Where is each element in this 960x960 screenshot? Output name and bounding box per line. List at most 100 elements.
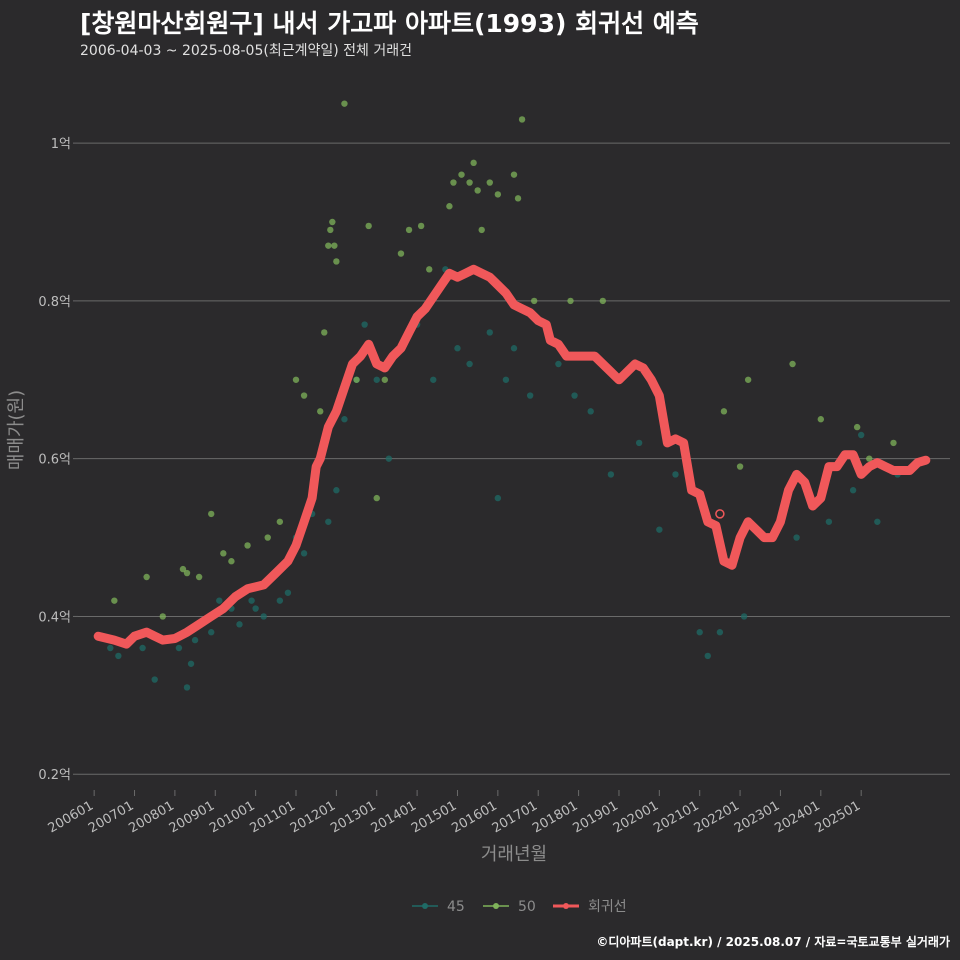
data-point bbox=[426, 266, 433, 273]
x-axis: 2006012007012008012009012010012011012012… bbox=[46, 790, 863, 836]
data-point bbox=[446, 203, 453, 210]
data-point bbox=[704, 652, 711, 660]
x-tick-label: 202501 bbox=[813, 798, 863, 836]
data-point bbox=[736, 463, 744, 470]
data-point bbox=[276, 518, 284, 525]
data-point bbox=[470, 159, 477, 167]
data-point bbox=[599, 297, 607, 305]
data-point bbox=[510, 345, 518, 352]
regression-line bbox=[93, 264, 931, 649]
data-point bbox=[526, 392, 534, 399]
series-50-points bbox=[111, 100, 897, 620]
data-point bbox=[587, 408, 594, 415]
data-point bbox=[321, 329, 328, 336]
data-point bbox=[720, 408, 728, 415]
data-point bbox=[264, 534, 271, 541]
y-tick-label: 1억 bbox=[51, 137, 71, 152]
data-point bbox=[874, 518, 881, 525]
data-point bbox=[466, 360, 473, 368]
data-point bbox=[260, 613, 267, 620]
data-point bbox=[853, 423, 861, 431]
legend-key-dot bbox=[563, 903, 569, 909]
data-point bbox=[183, 569, 191, 577]
data-point bbox=[151, 676, 158, 683]
legend-label: 회귀선 bbox=[588, 899, 627, 915]
data-point bbox=[672, 471, 679, 478]
data-point bbox=[276, 597, 284, 604]
data-point bbox=[252, 605, 259, 612]
chart-subtitle: 2006-04-03 ~ 2025-08-05(최근계약일) 전체 거래건 bbox=[80, 43, 412, 59]
data-point bbox=[458, 171, 465, 178]
regression-path bbox=[93, 264, 931, 649]
data-point bbox=[115, 652, 122, 660]
data-point bbox=[474, 187, 481, 194]
y-tick-label: 0.8억 bbox=[38, 295, 71, 310]
y-tick-label: 0.4억 bbox=[38, 610, 71, 625]
x-tick-label: 201201 bbox=[288, 798, 338, 836]
data-point bbox=[111, 597, 118, 604]
data-point bbox=[405, 226, 413, 234]
x-tick-label: 200601 bbox=[46, 798, 96, 836]
data-point bbox=[381, 376, 389, 383]
x-tick-label: 201701 bbox=[490, 798, 540, 836]
data-point bbox=[502, 376, 510, 383]
data-point bbox=[890, 439, 897, 447]
data-point bbox=[139, 644, 146, 652]
y-tick-label: 0.2억 bbox=[38, 768, 71, 783]
legend-key-dot bbox=[422, 903, 428, 909]
data-point bbox=[333, 258, 340, 265]
data-point bbox=[510, 171, 518, 178]
data-point bbox=[514, 195, 522, 202]
data-point bbox=[373, 494, 380, 502]
legend-label: 45 bbox=[447, 899, 465, 915]
x-tick-label: 200701 bbox=[86, 798, 136, 836]
data-point bbox=[530, 297, 538, 305]
data-point bbox=[292, 376, 300, 383]
grid-lines bbox=[78, 142, 950, 775]
data-point bbox=[187, 660, 195, 667]
data-point bbox=[175, 644, 183, 652]
data-point bbox=[635, 439, 643, 447]
source-caption: ©디아파트(dapt.kr) / 2025.08.07 / 자료=국토교통부 실… bbox=[596, 935, 950, 949]
data-point bbox=[325, 242, 332, 249]
data-point bbox=[317, 408, 324, 415]
data-point bbox=[107, 644, 114, 652]
data-point bbox=[284, 589, 292, 596]
data-point bbox=[300, 392, 308, 399]
data-point bbox=[744, 376, 752, 383]
x-tick-label: 201401 bbox=[369, 798, 419, 836]
data-point bbox=[696, 629, 703, 636]
data-point bbox=[373, 376, 380, 383]
x-tick-label: 202201 bbox=[692, 798, 742, 836]
x-tick-label: 200801 bbox=[126, 798, 176, 836]
data-point bbox=[341, 416, 348, 423]
data-point bbox=[179, 565, 187, 573]
x-tick-label: 201301 bbox=[328, 798, 378, 836]
legend-key-dot bbox=[493, 903, 499, 909]
data-point bbox=[825, 518, 833, 525]
data-point bbox=[385, 455, 393, 462]
data-point bbox=[228, 558, 235, 565]
data-point bbox=[571, 392, 578, 399]
data-point bbox=[789, 360, 796, 368]
data-point bbox=[494, 494, 502, 502]
data-point bbox=[331, 242, 338, 249]
data-point bbox=[716, 629, 724, 636]
data-point bbox=[365, 222, 372, 230]
data-point bbox=[450, 179, 457, 186]
x-tick-label: 200901 bbox=[167, 798, 217, 836]
x-tick-label: 201801 bbox=[530, 798, 580, 836]
data-point bbox=[361, 321, 368, 328]
y-tick-label: 0.6억 bbox=[38, 453, 71, 468]
data-point bbox=[656, 526, 663, 533]
data-point bbox=[300, 550, 308, 557]
x-tick-label: 202401 bbox=[772, 798, 822, 836]
data-point bbox=[607, 471, 615, 478]
data-point bbox=[486, 179, 493, 186]
x-tick-label: 202101 bbox=[651, 798, 701, 836]
data-point bbox=[143, 573, 150, 581]
data-point bbox=[397, 250, 405, 257]
data-point bbox=[466, 179, 473, 186]
data-point bbox=[555, 360, 562, 368]
chart-title: [창원마산회원구] 내서 가고파 아파트(1993) 회귀선 예측 bbox=[80, 9, 699, 38]
